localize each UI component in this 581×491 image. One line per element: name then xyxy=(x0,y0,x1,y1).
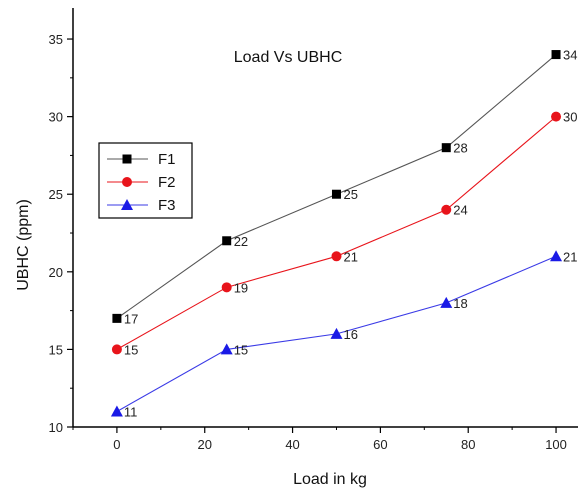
series-layer: 17 22 25 28 34 15 19 21 24 30 11 15 16 18 21 xyxy=(110,48,578,419)
data-label: 18 xyxy=(453,296,467,311)
y-tick-label: 20 xyxy=(49,265,63,280)
y-tick-label: 15 xyxy=(49,342,63,357)
data-point xyxy=(551,50,561,60)
data-label: 24 xyxy=(453,203,467,218)
legend-box xyxy=(98,142,193,219)
data-point xyxy=(331,251,342,262)
y-tick-label: 30 xyxy=(49,110,63,125)
data-point xyxy=(222,236,232,246)
legend-label-f2: F2 xyxy=(158,174,176,191)
chart-title: Load Vs UBHC xyxy=(234,49,343,66)
data-point xyxy=(220,343,233,355)
data-label: 25 xyxy=(343,187,357,202)
series-f1: 17 22 25 28 34 xyxy=(112,48,578,326)
legend-marker-f2 xyxy=(122,177,132,187)
data-point xyxy=(221,282,232,293)
x-axis-title: Load in kg xyxy=(293,471,367,488)
legend-label-f3: F3 xyxy=(158,197,176,214)
data-point xyxy=(112,313,122,323)
series-f3: 11 15 16 18 21 xyxy=(110,249,578,419)
y-axis-title: UBHC (ppm) xyxy=(15,199,32,291)
x-tick-label: 100 xyxy=(545,437,567,452)
data-label: 16 xyxy=(343,327,357,342)
data-label: 15 xyxy=(234,342,248,357)
y-tick-label: 35 xyxy=(49,32,63,47)
data-label: 34 xyxy=(563,48,577,63)
data-label: 21 xyxy=(343,249,357,264)
y-tick-label: 10 xyxy=(49,420,63,435)
data-label: 15 xyxy=(124,342,138,357)
x-tick-label: 40 xyxy=(285,437,299,452)
data-point xyxy=(330,327,343,339)
data-label: 17 xyxy=(124,311,138,326)
data-point xyxy=(441,204,452,215)
data-point xyxy=(551,111,562,122)
data-label: 21 xyxy=(563,249,577,264)
data-label: 30 xyxy=(563,110,577,125)
legend-label-f1: F1 xyxy=(158,151,176,168)
data-label: 28 xyxy=(453,141,467,156)
x-tick-label: 0 xyxy=(113,437,120,452)
legend-marker-f3 xyxy=(121,199,133,210)
x-tick-label: 20 xyxy=(198,437,212,452)
series-f2: 15 19 21 24 30 xyxy=(111,110,578,357)
x-tick-label: 60 xyxy=(373,437,387,452)
data-point xyxy=(550,250,563,262)
data-point xyxy=(440,296,453,308)
data-point xyxy=(441,143,451,153)
legend: F1 F2 F3 xyxy=(98,142,193,219)
y-tick-label: 25 xyxy=(49,187,63,202)
legend-marker-f1 xyxy=(122,154,132,164)
axes: 10 15 20 25 30 35 0 20 40 60 80 100 xyxy=(49,8,578,452)
data-label: 22 xyxy=(234,234,248,249)
data-label: 19 xyxy=(234,280,248,295)
data-point xyxy=(110,405,123,417)
data-label: 11 xyxy=(124,404,138,419)
data-point xyxy=(331,189,341,199)
x-tick-label: 80 xyxy=(461,437,475,452)
data-point xyxy=(111,344,122,355)
